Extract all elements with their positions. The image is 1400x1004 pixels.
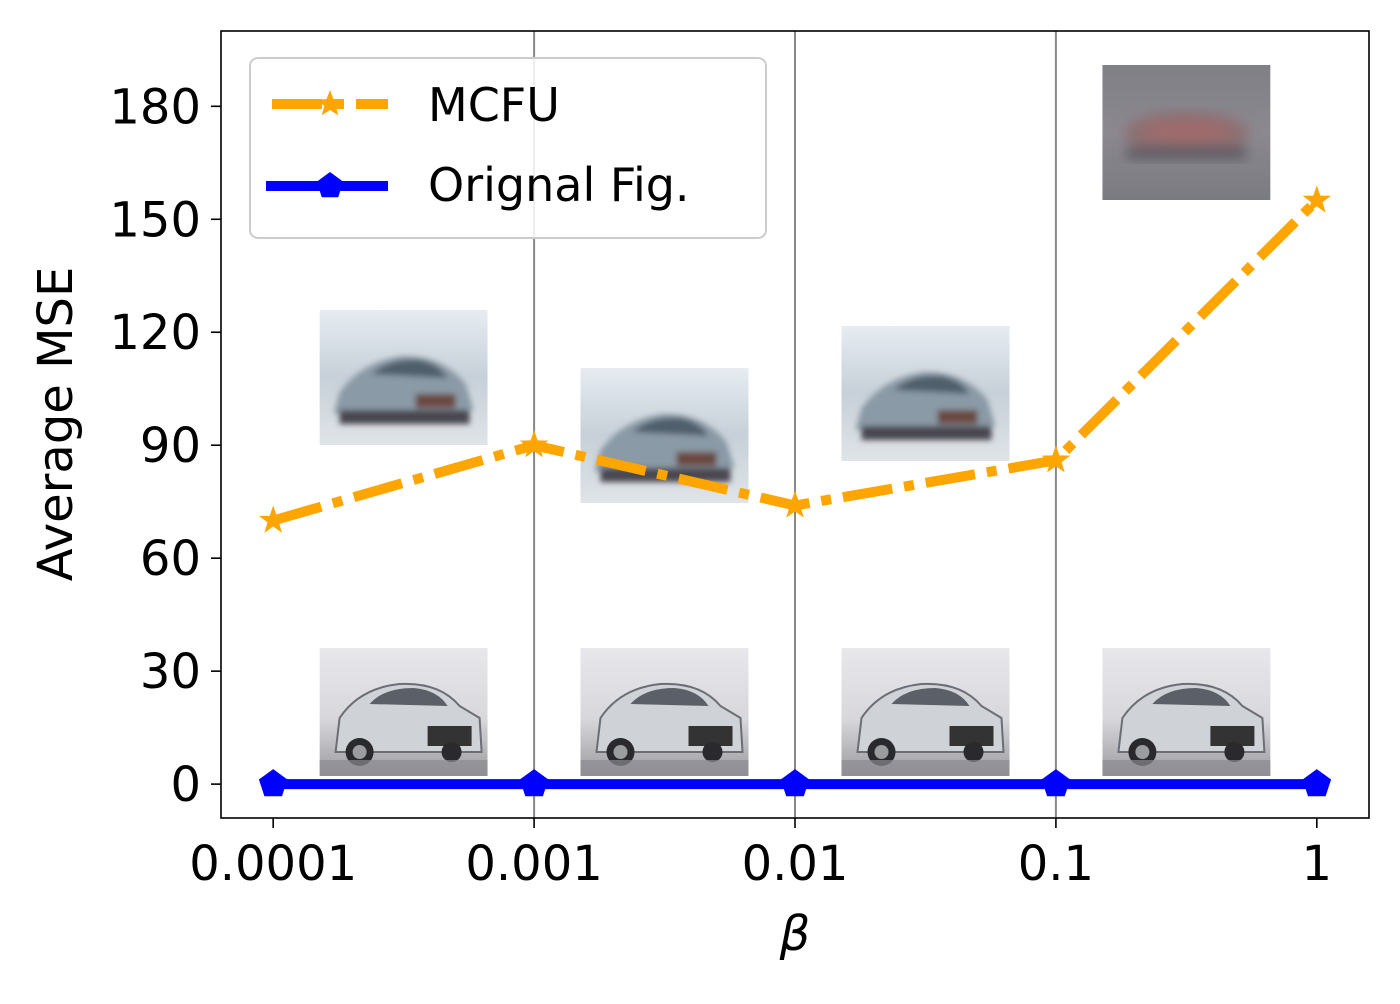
original-car-car-image xyxy=(841,648,1010,776)
legend-orig-label: Orignal Fig. xyxy=(428,158,690,212)
y-tick-label: 180 xyxy=(109,79,201,135)
data-point-mcfu xyxy=(780,490,810,518)
data-point-original xyxy=(519,769,549,797)
y-tick-label: 120 xyxy=(109,305,201,361)
y-tick-label: 0 xyxy=(170,757,201,813)
y-tick-label: 30 xyxy=(140,644,201,700)
x-tick-label: 1 xyxy=(1302,836,1333,892)
y-tick-label: 90 xyxy=(140,418,201,474)
data-point-mcfu xyxy=(1302,185,1332,213)
data-point-mcfu xyxy=(258,505,288,533)
original-car-car-image xyxy=(580,648,749,776)
legend: MCFU Orignal Fig. xyxy=(249,57,767,239)
series-layer xyxy=(258,185,1332,797)
y-axis-label: Average MSE xyxy=(28,267,84,582)
axes-layer: 0 30 60 90 120 150 180 0.0001 0.001 0.01 0.1 1 xyxy=(109,79,1332,892)
x-tick-label: 0.01 xyxy=(742,836,849,892)
reconstructed-car-car-image xyxy=(581,368,749,503)
legend-mcfu-label: MCFU xyxy=(428,78,560,132)
y-tick-label: 60 xyxy=(140,531,201,587)
data-point-original xyxy=(1302,769,1332,797)
reconstructed-car-car-image xyxy=(320,310,488,445)
reconstructed-car-car-image xyxy=(1102,65,1270,200)
x-axis-label: β xyxy=(779,906,811,962)
data-point-original xyxy=(1041,769,1071,797)
y-tick-label: 150 xyxy=(109,192,201,248)
data-point-mcfu xyxy=(1041,445,1071,473)
data-point-mcfu xyxy=(519,430,549,458)
x-tick-label: 0.0001 xyxy=(189,836,357,892)
legend-mcfu-marker xyxy=(316,90,344,116)
legend-orig-marker xyxy=(316,172,344,198)
x-tick-label: 0.001 xyxy=(465,836,602,892)
reconstructed-car-car-image xyxy=(842,326,1010,461)
data-point-original xyxy=(258,769,288,797)
original-car-car-image xyxy=(1102,648,1271,776)
original-car-car-image xyxy=(319,648,488,776)
x-tick-label: 0.1 xyxy=(1018,836,1094,892)
data-point-original xyxy=(780,769,810,797)
